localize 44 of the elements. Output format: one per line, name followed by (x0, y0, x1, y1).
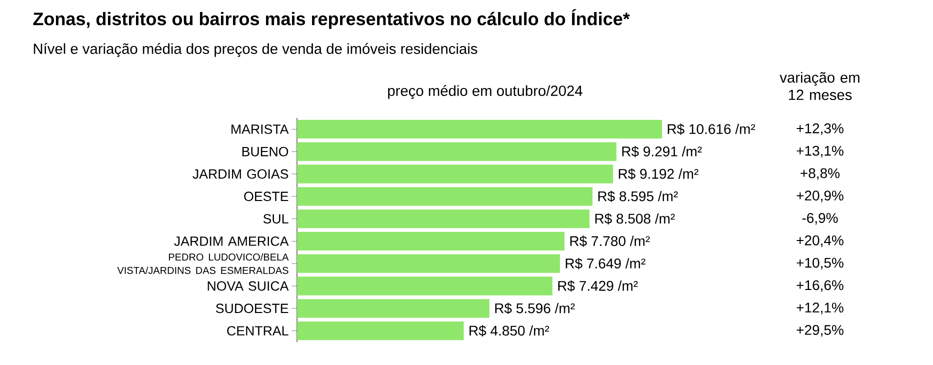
y-tick-label: BUENO (242, 146, 288, 156)
data-label: R$ 4.850 /m² (470, 325, 550, 336)
data-label: R$ 9.192 /m² (618, 168, 698, 180)
text: +20,9% (796, 190, 844, 202)
y-tick-label: SUL (263, 214, 288, 224)
text: variação em 12 meses (780, 72, 860, 100)
y-tick-label: JARDIM GOIAS (192, 169, 288, 179)
bar (297, 209, 590, 228)
data-label: R$ 10.616 /m² (668, 124, 756, 135)
data-label: R$ 5.596 /m² (495, 302, 575, 314)
text: +12,1% (796, 302, 844, 314)
bar (297, 142, 616, 161)
data-label: R$ 7.429 /m² (558, 280, 638, 292)
data-label: R$ 8.508 /m² (595, 213, 675, 224)
x-axis-title: preço médio em outubro/2024 (388, 85, 582, 99)
data-label: R$ 7.780 /m² (570, 236, 650, 247)
bar (297, 321, 464, 340)
text: +8,8% (800, 168, 840, 180)
y-tick-label: OESTE (244, 192, 288, 202)
text: -6,9% (802, 213, 838, 225)
text: +20,4% (796, 235, 844, 247)
bar (297, 299, 490, 318)
bar (297, 232, 564, 251)
y-tick-label: SUDOESTE (216, 304, 288, 314)
data-label: R$ 8.595 /m² (598, 190, 678, 202)
y-tick-label: CENTRAL (227, 326, 288, 336)
text: +10,5% (796, 258, 844, 270)
y-tick-label: JARDIM AMERICA (174, 236, 289, 246)
data-label: R$ 9.291 /m² (622, 146, 702, 158)
bar (297, 187, 592, 206)
y-tick-label: MARISTA (232, 124, 289, 134)
data-label: R$ 7.649 /m² (566, 258, 646, 270)
text: +29,5% (796, 325, 844, 337)
text: +13,1% (796, 146, 844, 158)
bar (297, 276, 552, 296)
y-tick-label: NOVA SUICA (208, 281, 289, 291)
bar (297, 120, 662, 139)
y-tick-label: PEDRO LUDOVICO/BELA VISTA/JARDINS DAS ESMERALDAS (117, 253, 289, 274)
text: +12,3% (796, 123, 844, 135)
text: +16,6% (796, 280, 844, 292)
chart-subtitle: Nível e variação média dos preços de venda de imóveis residenciais (34, 43, 478, 57)
chart-title: Zonas, distritos ou bairros mais representativos no cálculo do Índice* (33, 9, 630, 29)
bar (297, 254, 560, 273)
bar (297, 164, 614, 184)
